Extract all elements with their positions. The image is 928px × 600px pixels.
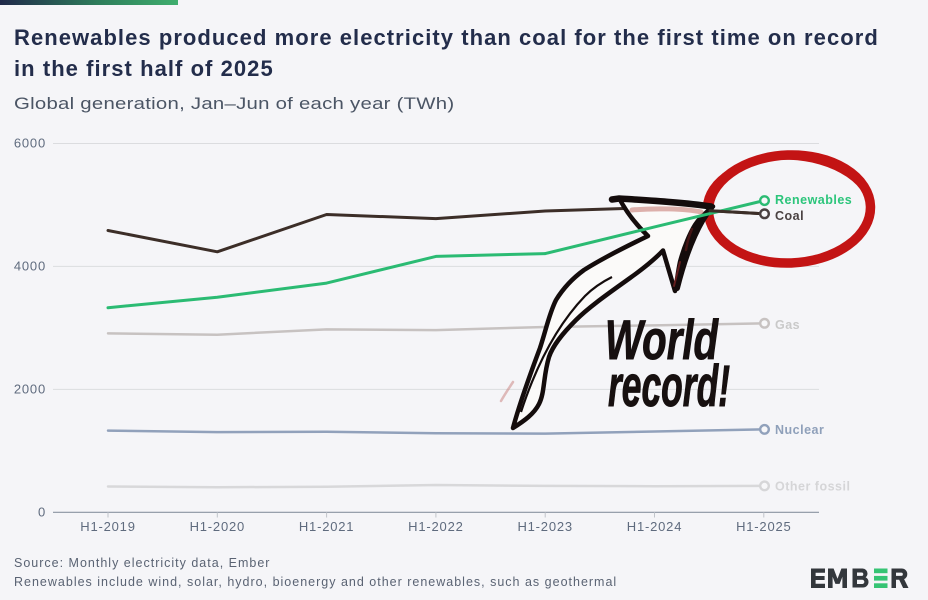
svg-text:Coal: Coal [775,209,804,223]
svg-text:H1-2021: H1-2021 [299,519,354,534]
svg-text:H1-2019: H1-2019 [80,519,135,534]
svg-text:4000: 4000 [14,259,46,274]
svg-text:H1-2020: H1-2020 [190,519,245,534]
svg-text:World: World [605,308,719,371]
svg-text:0: 0 [38,505,46,520]
svg-text:2000: 2000 [14,382,46,397]
svg-text:6000: 6000 [14,136,46,151]
svg-text:Other fossil: Other fossil [775,480,850,494]
svg-text:H1-2022: H1-2022 [408,519,463,534]
svg-text:H1-2023: H1-2023 [517,519,572,534]
svg-text:Renewables: Renewables [775,193,852,207]
svg-text:H1-2025: H1-2025 [736,519,791,534]
svg-text:Nuclear: Nuclear [775,423,824,437]
svg-text:H1-2024: H1-2024 [627,519,682,534]
svg-text:record!: record! [608,354,730,419]
svg-text:Gas: Gas [775,318,800,332]
